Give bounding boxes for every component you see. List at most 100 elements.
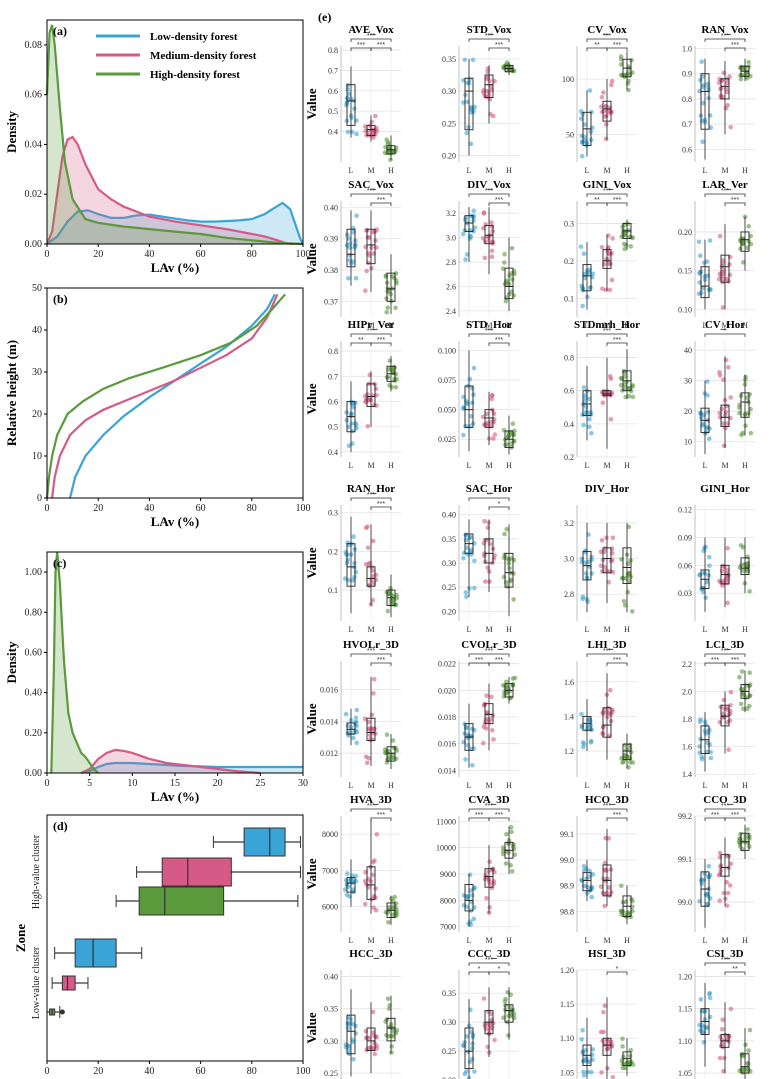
sig-label: ** [732,966,738,973]
data-point [468,413,474,419]
data-point [371,905,377,910]
data-point [491,436,496,441]
sig-label: ** [358,337,364,344]
panel-label: (c) [53,556,66,570]
sig-label: *** [721,803,729,810]
x-tick-label: L [349,781,354,790]
data-point [602,860,608,866]
data-point [345,871,350,876]
x-tick-label: H [624,936,630,945]
data-point [587,424,592,430]
x-tick-label: 80 [247,1066,257,1077]
data-point [388,157,393,163]
y-tick-label: 11000 [436,817,456,826]
data-point [626,78,631,84]
data-point [601,1009,606,1015]
x-tick-label: L [703,936,708,945]
data-point [605,1066,610,1071]
x-tick-label: L [703,321,708,330]
y-tick-label: 0.20 [442,152,456,161]
y-tick-label: 0.35 [442,535,456,544]
sig-label: *** [485,803,493,810]
subplot-title: HVA_3D [350,794,392,806]
data-point [386,367,391,372]
data-point [720,305,726,310]
data-point [748,430,754,436]
x-tick-label: L [585,781,590,790]
y-tick-label: 6000 [322,903,338,912]
y-tick-label: 0.25 [442,1047,456,1056]
data-point [352,565,357,570]
data-point [393,384,399,390]
data-point [747,589,752,594]
data-point [370,1009,376,1015]
data-point [480,236,486,241]
data-point [607,373,613,379]
data-point [370,597,376,603]
data-point [626,571,632,576]
x-tick-label: 0 [45,249,50,260]
data-point [707,742,712,747]
data-point [707,554,712,560]
subplot-LAR_Ver: LAR_Ver 0.10 0.15 0.20 ****** L M H [678,179,755,330]
data-point [728,861,734,866]
panel-c: 0 5 10 15 20 25 30 0.00 0.20 0.40 0.60 0.80 1.00 LAv … [4,551,308,804]
data-point [726,365,731,370]
data-point [492,78,497,84]
box [484,538,494,564]
y-tick-label: 0.6 [328,398,338,407]
data-point [609,82,614,88]
y-axis-label: Value [304,1012,319,1044]
sig-label: *** [495,812,503,819]
sig-bracket [724,817,746,821]
subplot-SAC_Vox: SAC_Vox 0.37 0.38 0.39 0.40 ****** L M H Value [304,179,401,330]
x-tick-label: 0 [45,503,50,514]
data-point [351,1057,356,1062]
y-tick-label: 2.4 [446,307,456,316]
data-point [373,238,378,243]
sig-bracket [488,662,510,666]
subplot-title: HCC_3D [349,948,392,960]
subplot-title: CCC_3D [468,948,511,960]
data-point [625,1060,631,1065]
y-tick-label: 0.02 [25,189,43,200]
sig-bracket [606,662,628,666]
box [484,409,494,428]
y-tick-label: 0.8 [328,347,338,356]
x-tick-label: H [506,461,512,470]
y-axis-label: Relative height (m) [4,340,19,446]
data-point [727,262,732,267]
x-tick-label: H [742,781,748,790]
data-point [345,557,351,563]
y-tick-label: 30 [684,377,692,386]
data-point [503,996,508,1002]
y-tick-label: 20 [684,407,692,416]
data-point [620,1036,625,1042]
subplot-title: CV_Vox [587,24,627,36]
data-point [606,580,611,585]
data-point [472,225,478,230]
data-point [470,763,475,768]
sig-bracket [704,962,746,966]
box [582,390,592,417]
sig-label: * [478,966,481,973]
data-point [467,1059,473,1065]
sig-bracket [606,817,628,821]
y-axis-label: Zone [13,924,28,952]
data-point [508,1012,513,1018]
data-point [579,711,584,717]
data-point [511,571,516,576]
data-point [508,863,513,868]
sig-label: *** [731,812,739,819]
data-point [472,585,477,591]
data-point [621,598,627,604]
box [622,547,632,584]
subplot-LCI_3D: LCI_3D1.41.61.82.02.2****** ***L M H [682,639,755,790]
y-tick-label: 0.5 [328,423,338,432]
sig-bracket [350,38,392,42]
data-point [625,561,631,566]
subplot-title: CVA_3D [468,794,509,806]
data-point [464,252,470,257]
box [346,722,356,735]
